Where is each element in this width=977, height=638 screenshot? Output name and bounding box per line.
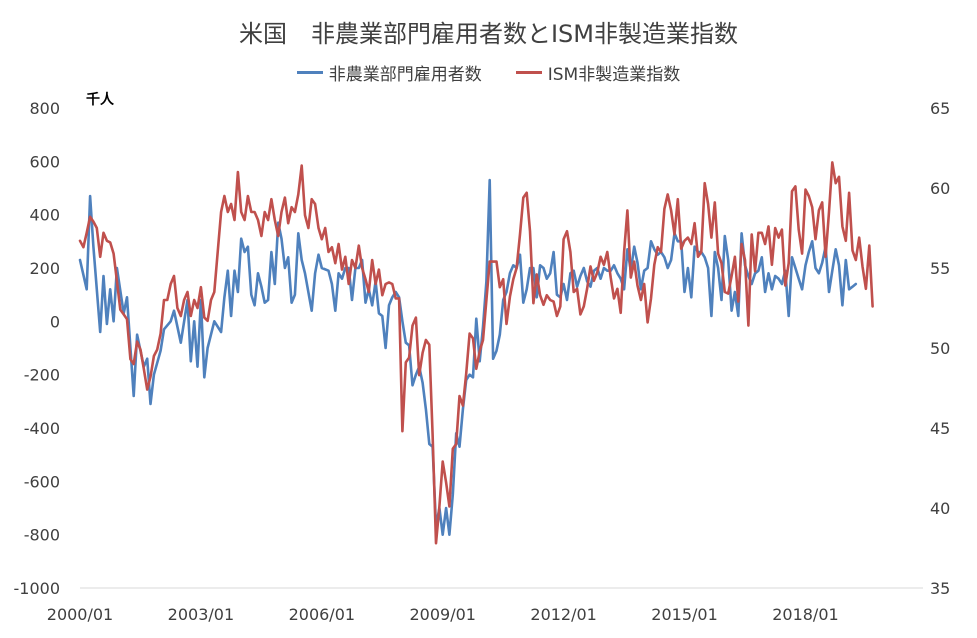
y-right-tick-label: 35 xyxy=(930,579,950,598)
x-tick-label: 2003/01 xyxy=(168,605,234,624)
y-left-tick-label: 400 xyxy=(29,206,60,225)
y-left-tick-label: -600 xyxy=(24,472,60,491)
y-right-tick-label: 45 xyxy=(930,419,950,438)
y-left-tick-label: -400 xyxy=(24,419,60,438)
y-left-tick-label: 200 xyxy=(29,259,60,278)
y-left-tick-label: 0 xyxy=(50,312,60,331)
x-tick-label: 2000/01 xyxy=(47,605,113,624)
y-right-tick-label: 65 xyxy=(930,99,950,118)
y-left-tick-label: -1000 xyxy=(14,579,61,598)
y-left-tick-label: 600 xyxy=(29,152,60,171)
x-tick-label: 2006/01 xyxy=(289,605,355,624)
x-tick-label: 2015/01 xyxy=(651,605,717,624)
y-right-tick-label: 40 xyxy=(930,499,950,518)
y-right-tick-label: 55 xyxy=(930,259,950,278)
y-left-tick-label: -200 xyxy=(24,366,60,385)
x-tick-label: 2009/01 xyxy=(409,605,475,624)
y-right-tick-label: 50 xyxy=(930,339,950,358)
x-tick-label: 2018/01 xyxy=(772,605,838,624)
y-left-tick-label: -800 xyxy=(24,526,60,545)
y-right-tick-label: 60 xyxy=(930,179,950,198)
x-tick-label: 2012/01 xyxy=(530,605,596,624)
y-left-tick-label: 800 xyxy=(29,99,60,118)
